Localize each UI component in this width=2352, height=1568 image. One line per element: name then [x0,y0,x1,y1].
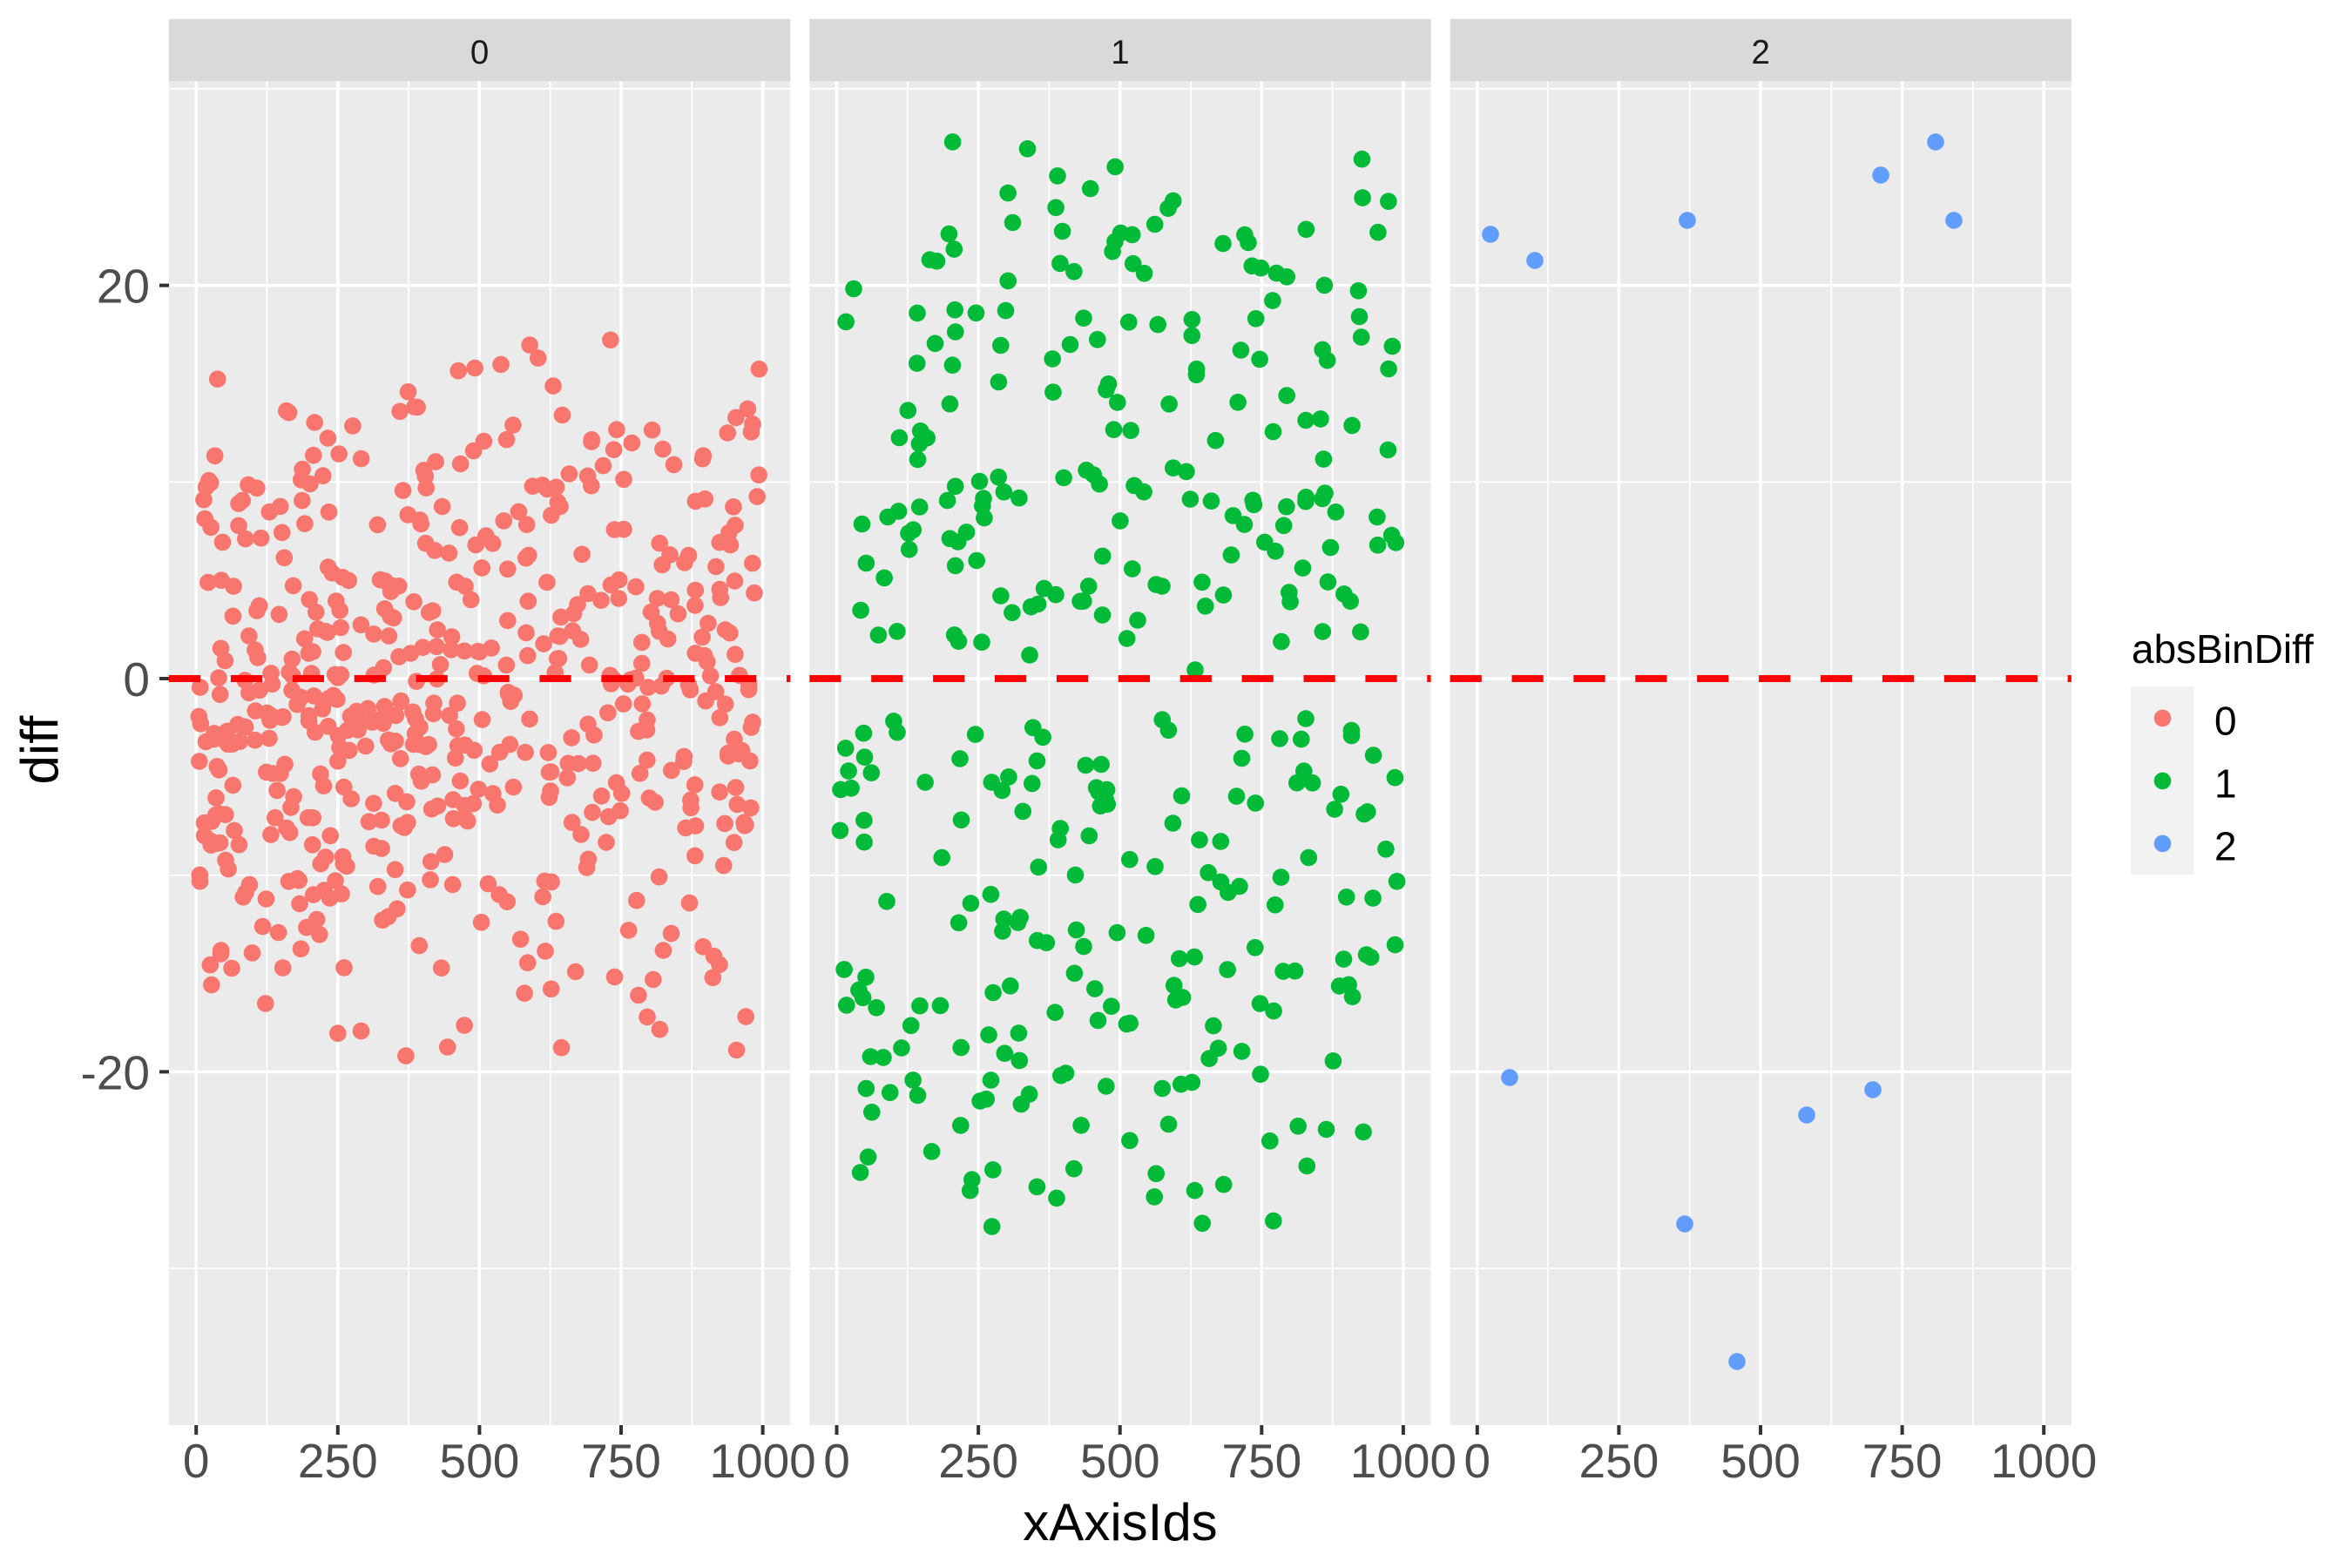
svg-text:750: 750 [581,1434,661,1488]
svg-text:-20: -20 [81,1045,151,1099]
svg-text:xAxisIds: xAxisIds [1023,1493,1217,1551]
svg-text:250: 250 [938,1434,1018,1488]
svg-text:0: 0 [2214,698,2237,743]
svg-text:0: 0 [183,1434,210,1488]
svg-text:250: 250 [1579,1434,1659,1488]
svg-text:0: 0 [823,1434,850,1488]
svg-text:750: 750 [1862,1434,1943,1488]
svg-text:750: 750 [1221,1434,1301,1488]
svg-text:0: 0 [1464,1434,1491,1488]
svg-text:1000: 1000 [1350,1434,1456,1488]
svg-text:500: 500 [1080,1434,1160,1488]
svg-text:2: 2 [1751,34,1769,71]
svg-text:1: 1 [1111,34,1129,71]
svg-text:500: 500 [440,1434,520,1488]
svg-text:0: 0 [123,652,150,706]
svg-text:2: 2 [2214,823,2237,868]
svg-text:absBinDiff: absBinDiff [2132,626,2314,672]
svg-text:0: 0 [470,34,489,71]
svg-text:1: 1 [2214,760,2237,806]
svg-text:500: 500 [1720,1434,1801,1488]
svg-text:diff: diff [10,715,69,784]
svg-text:250: 250 [298,1434,378,1488]
svg-text:20: 20 [97,260,150,314]
svg-text:1000: 1000 [1990,1434,2097,1488]
svg-text:1000: 1000 [709,1434,815,1488]
